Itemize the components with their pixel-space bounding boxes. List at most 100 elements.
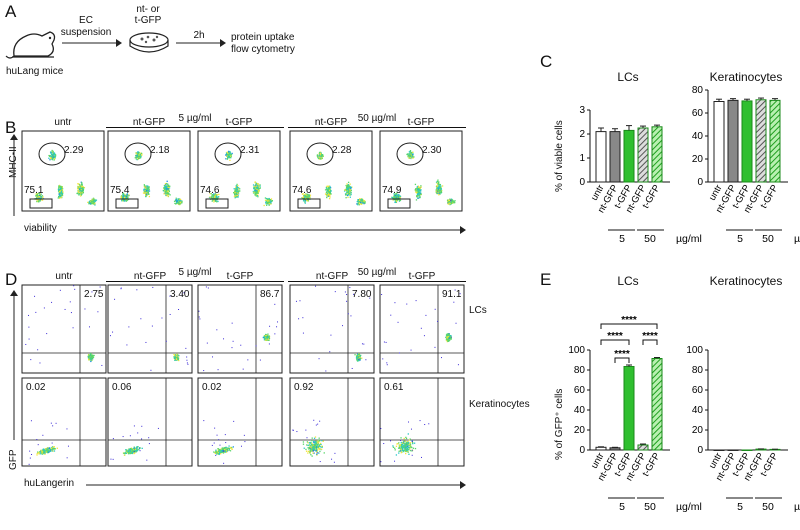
petri-dish-icon: [128, 28, 170, 58]
y-tick-label: 40: [574, 405, 586, 416]
bar-chart: 020406080untrnt-GFPt-GFPnt-GFPt-GFP550µg…: [678, 80, 798, 262]
group-label-5: 5 µg/ml: [179, 113, 212, 124]
dose-label: 50: [762, 233, 774, 245]
bar: [742, 101, 752, 182]
flow-plot-viability: [290, 131, 376, 211]
dose-label: 50: [762, 501, 774, 513]
y-tick-label: 2: [579, 129, 585, 140]
flow-plot-viability: [108, 131, 194, 211]
flow-plot-viability: [22, 131, 108, 211]
y-axis-arrow-icon: [10, 134, 18, 216]
gate-value-top: 2.28: [332, 145, 351, 156]
column-label: nt-GFP: [134, 271, 166, 282]
panel-letter-d: D: [5, 270, 17, 290]
y-tick-label: 80: [692, 365, 704, 376]
unit-label: µg/ml: [794, 233, 800, 245]
gate-value-bottom: 75.1: [24, 185, 43, 196]
dose-label: 50: [644, 501, 656, 513]
y-tick-label: 100: [686, 345, 703, 356]
bar: [714, 450, 724, 451]
bar: [652, 359, 662, 451]
panel-letter-e: E: [540, 270, 551, 290]
column-label: nt-GFP: [315, 117, 347, 128]
step1-line1: EC: [79, 15, 93, 26]
chart-title: LCs: [617, 70, 638, 84]
mouse-label: huLang mice: [6, 66, 63, 77]
step1-line2: suspension: [61, 27, 112, 38]
gate-value-top: 2.29: [64, 145, 83, 156]
column-label: untr: [55, 271, 72, 282]
x-axis-arrow-icon: [86, 481, 466, 489]
chart-title: Keratinocytes: [710, 70, 783, 84]
bar: [714, 102, 724, 183]
significance-label: ****: [614, 349, 630, 360]
y-tick-label: 60: [574, 385, 586, 396]
x-axis-label: viability: [24, 223, 57, 234]
quadrant-value: 0.06: [112, 382, 131, 393]
dose-label: 5: [619, 501, 625, 513]
panel-letter-a: A: [5, 2, 16, 22]
quadrant-value: 2.75: [84, 289, 103, 300]
y-tick-label: 20: [692, 154, 704, 165]
bar: [610, 132, 620, 182]
dose-label: 5: [737, 233, 743, 245]
bar: [624, 130, 634, 182]
quadrant-value: 0.92: [294, 382, 313, 393]
arrow-right-icon: [62, 38, 122, 48]
y-axis-arrow-icon: [10, 290, 18, 440]
y-axis-label: % of GFP⁺ cells: [554, 389, 565, 460]
y-tick-label: 80: [692, 85, 704, 96]
bar: [624, 367, 634, 451]
y-tick-label: 1: [579, 153, 585, 164]
bar: [742, 450, 752, 451]
bar: [610, 448, 620, 450]
x-axis-arrow-icon: [68, 226, 466, 234]
significance-label: ****: [621, 315, 637, 326]
y-tick-label: 0: [697, 177, 703, 188]
unit-label: µg/ml: [794, 501, 800, 513]
column-label: t-GFP: [408, 117, 435, 128]
significance-label: ****: [642, 331, 658, 342]
bar: [638, 128, 648, 182]
group-label-50: 50 µg/ml: [358, 113, 397, 124]
dose-label: 5: [737, 501, 743, 513]
flow-plot-viability: [380, 131, 466, 211]
y-tick-label: 0: [579, 445, 585, 456]
chart-title: LCs: [617, 274, 638, 288]
row-label-lcs: LCs: [469, 305, 487, 316]
bar: [770, 100, 780, 182]
significance-label: ****: [607, 331, 623, 342]
y-tick-label: 80: [574, 365, 586, 376]
quadrant-value: 7.80: [352, 289, 371, 300]
step3-line2: flow cytometry: [231, 44, 295, 55]
column-label: t-GFP: [226, 117, 253, 128]
gate-value-top: 2.30: [422, 145, 441, 156]
bar: [652, 127, 662, 182]
y-tick-label: 40: [692, 405, 704, 416]
column-label: nt-GFP: [316, 271, 348, 282]
gate-value-top: 2.18: [150, 145, 169, 156]
column-label: t-GFP: [409, 271, 436, 282]
quadrant-value: 0.61: [384, 382, 403, 393]
y-tick-label: 60: [692, 385, 704, 396]
bar: [596, 132, 606, 182]
y-axis-label: GFP: [8, 449, 19, 470]
row-label-keratinocytes: Keratinocytes: [469, 399, 530, 410]
bar: [728, 100, 738, 182]
mouse-icon: [10, 22, 60, 62]
y-tick-label: 0: [579, 177, 585, 188]
y-tick-label: 100: [568, 345, 585, 356]
group-label-50: 50 µg/ml: [358, 267, 397, 278]
quadrant-value: 3.40: [170, 289, 189, 300]
gate-value-top: 2.31: [240, 145, 259, 156]
y-tick-label: 0: [697, 445, 703, 456]
y-tick-label: 3: [579, 105, 585, 116]
gate-value-bottom: 74.6: [292, 185, 311, 196]
y-tick-label: 60: [692, 108, 704, 119]
y-axis-label: % of viable cells: [554, 120, 565, 192]
quadrant-value: 0.02: [26, 382, 45, 393]
step2-line1: nt- or: [136, 4, 159, 15]
dose-label: 5: [619, 233, 625, 245]
y-tick-label: 40: [692, 131, 704, 142]
